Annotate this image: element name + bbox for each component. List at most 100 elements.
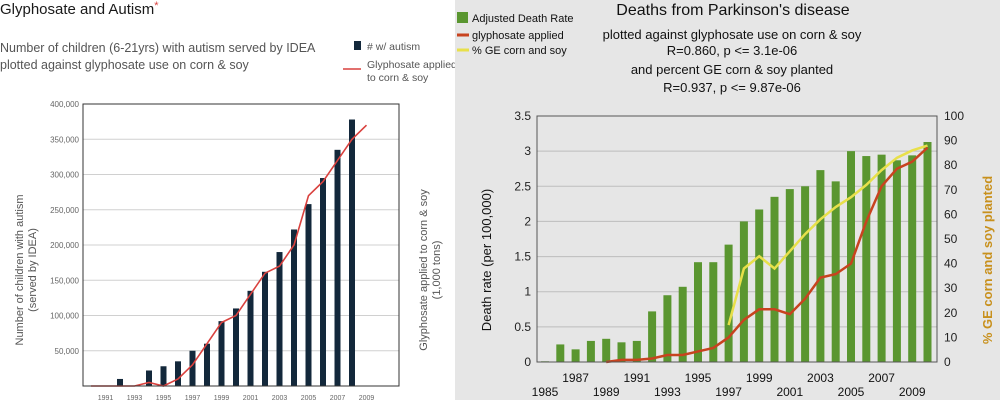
- left-bar: [146, 370, 152, 386]
- right-xtick-label: 1991: [623, 371, 650, 385]
- right-y2tick-label: 0: [944, 355, 951, 369]
- left-xtick-label: 2005: [301, 395, 317, 400]
- left-bars: [117, 119, 355, 386]
- left-ylabel-line2: (served by IDEA): [27, 228, 39, 312]
- autism-chart: Glyphosate and Autism* Number of childre…: [0, 0, 455, 400]
- right-xtick-label: 1999: [746, 371, 773, 385]
- parkinsons-chart: Deaths from Parkinson's disease plotted …: [457, 2, 995, 399]
- right-bars: [541, 142, 932, 362]
- right-xtick-label: 1985: [532, 385, 559, 399]
- legend-death-rate-label: Adjusted Death Rate: [472, 13, 574, 25]
- right-bar: [694, 262, 702, 362]
- left-ytick-label: 250,000: [50, 206, 79, 215]
- right-bar: [755, 209, 764, 362]
- left-ytick-label: 350,000: [50, 135, 79, 144]
- legend-bar-swatch: [354, 41, 361, 50]
- right-ytick-label: 0.5: [514, 320, 531, 334]
- left-bar: [233, 308, 239, 386]
- right-ytick-label: 1: [524, 285, 531, 299]
- left-xtick-label: 2007: [330, 395, 346, 400]
- right-bar: [831, 181, 840, 362]
- right-bar: [862, 156, 871, 362]
- left-bar: [117, 378, 123, 386]
- right-xtick-label: 1995: [685, 371, 712, 385]
- left-bar: [262, 271, 268, 386]
- left-headline: Glyphosate and Autism*: [0, 0, 159, 18]
- left-xtick-label: 2003: [272, 395, 288, 400]
- right-bar: [663, 295, 672, 362]
- right-ylabel-text: Death rate (per 100,000): [479, 189, 494, 331]
- right-ytick-label: 2: [524, 214, 531, 228]
- right-xtick-label: 2001: [776, 385, 803, 399]
- left-y2label-line1: Glyphosate applied to corn & soy: [418, 189, 430, 351]
- right-bar: [801, 186, 810, 362]
- right-ge-line: [727, 144, 928, 326]
- right-xtick-label: 2007: [868, 371, 895, 385]
- right-xtick-label: 2005: [838, 385, 865, 399]
- left-subtitle-line2: plotted against glyphosate use on corn &…: [0, 58, 250, 72]
- left-bar: [291, 229, 297, 386]
- right-bar: [617, 342, 626, 362]
- left-xtick-label: 1999: [214, 395, 230, 400]
- left-xtick-label: 1997: [185, 395, 201, 400]
- right-y2tick-label: 40: [944, 257, 958, 271]
- right-bar: [556, 344, 565, 362]
- left-ytick-label: 200,000: [50, 241, 79, 250]
- left-bar: [204, 343, 210, 386]
- right-bar: [709, 262, 718, 362]
- right-bar: [770, 196, 779, 362]
- right-sub4: R=0.937, p <= 9.87e-06: [663, 80, 801, 95]
- right-y2tick-label: 90: [944, 134, 958, 148]
- right-xtick-labels: 1987 1991 1995 1999 2003 2007 1985 1989 1993 1997…: [532, 371, 926, 399]
- left-plot-frame: [82, 103, 400, 387]
- right-y2tick-label: 30: [944, 281, 958, 295]
- left-bar: [334, 149, 341, 386]
- left-subtitle-line1: Number of children (6-21yrs) with autism…: [0, 41, 316, 55]
- right-y2tick-label: 50: [944, 232, 958, 246]
- right-bar: [923, 142, 932, 362]
- right-ytick-label: 3.5: [514, 109, 531, 123]
- right-bar: [785, 189, 794, 362]
- left-bar: [320, 178, 326, 386]
- right-y2tick-label: 100: [944, 109, 964, 123]
- left-xtick-label: 2001: [243, 395, 259, 400]
- right-xtick-label: 2003: [807, 371, 834, 385]
- legend-ge-label: % GE corn and soy: [472, 45, 567, 57]
- right-bar: [678, 286, 687, 362]
- left-xtick-label: 2009: [359, 395, 375, 400]
- right-y2tick-labels: 0 10 20 30 40 50 60 70 80 90 100: [944, 109, 964, 369]
- left-ytick-label: 100,000: [50, 312, 79, 321]
- left-bar: [189, 350, 196, 386]
- left-ytick-labels: 50,000 100,000 150,000 200,000 250,000 300,00…: [50, 100, 79, 356]
- right-bar: [739, 221, 748, 362]
- right-bar: [908, 155, 917, 362]
- right-y2tick-label: 60: [944, 207, 958, 221]
- left-glyphosate-line: [91, 124, 368, 387]
- left-y2label: Glyphosate applied to corn & soy (1,000 …: [418, 189, 443, 351]
- left-glyphosate-polyline: [91, 124, 368, 387]
- legend-line-label-2: to corn & soy: [367, 72, 429, 84]
- left-xtick-labels: 1991 1993 1995 1997 1999 2001 2003 2005 2007 2009: [98, 395, 375, 400]
- legend-line-label-1: Glyphosate applied: [367, 59, 455, 71]
- left-xtick-label: 1993: [127, 395, 143, 400]
- left-ytick-label: 400,000: [50, 100, 79, 109]
- right-gridlines: [537, 115, 937, 363]
- right-bar: [724, 244, 733, 362]
- left-bar: [349, 119, 355, 386]
- right-xtick-label: 1987: [562, 371, 589, 385]
- right-y2tick-label: 20: [944, 306, 958, 320]
- right-bar: [816, 170, 825, 362]
- left-ytick-label: 50,000: [55, 347, 80, 356]
- right-bar: [877, 154, 886, 362]
- right-y2tick-label: 10: [944, 330, 958, 344]
- right-bar: [648, 311, 657, 362]
- left-ytick-label: 300,000: [50, 171, 79, 180]
- left-ylabel-line1: Number of children with autism: [14, 194, 26, 345]
- left-y2label-line2: (1,000 tons): [431, 241, 443, 300]
- left-ylabel: Number of children with autism (served b…: [14, 194, 39, 345]
- left-bar: [276, 252, 283, 386]
- right-bar: [632, 340, 641, 362]
- right-plot-frame: [536, 115, 938, 363]
- left-ytick-label: 150,000: [50, 276, 79, 285]
- right-ytick-label: 1.5: [514, 250, 531, 264]
